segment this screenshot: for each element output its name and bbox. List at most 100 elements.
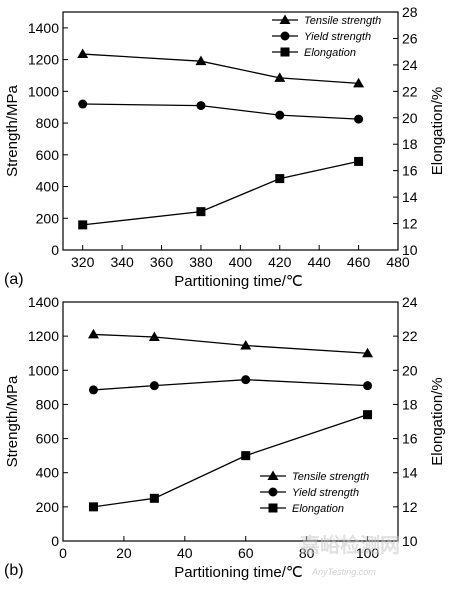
y-right-tick-label: 24 (402, 294, 418, 310)
y-left-tick-label: 400 (36, 465, 60, 481)
data-point-square (149, 493, 159, 503)
y-left-tick-label: 600 (36, 431, 60, 447)
y-left-tick-label: 0 (51, 242, 59, 258)
y-left-tick-label: 1000 (28, 83, 59, 99)
legend: Tensile strength Yield strength Elongation (260, 470, 369, 515)
data-point-triangle (77, 48, 89, 59)
y-left-tick-label: 1200 (28, 52, 59, 68)
y-right-tick-label: 22 (402, 328, 418, 344)
series-line-circle (93, 379, 368, 391)
data-point-square (78, 220, 88, 230)
x-tick-label: 20 (116, 545, 132, 561)
series-line-square (82, 160, 359, 226)
data-point-circle (363, 381, 373, 391)
y-right-tick-label: 16 (402, 431, 418, 447)
y-right-tick-label: 10 (402, 242, 418, 258)
x-tick-label: 400 (229, 254, 253, 270)
y-left-tick-label: 600 (36, 147, 60, 163)
y-left-tick-label: 0 (51, 533, 59, 549)
data-point-triangle (274, 72, 286, 82)
data-point-square (88, 502, 98, 512)
legend-entry: Yield strength (304, 31, 371, 43)
data-point-triangle (87, 328, 99, 339)
x-tick-label: 420 (268, 254, 292, 270)
watermark-subtext: AnyTesting.com (311, 567, 376, 577)
series-line-triangle (93, 333, 368, 354)
y-right-tick-label: 22 (402, 83, 418, 99)
y-left-tick-label: 200 (36, 499, 60, 515)
series-line-triangle (82, 53, 359, 85)
y-right-tick-label: 24 (402, 57, 418, 73)
y-right-tick-label: 18 (402, 396, 418, 412)
y-left-tick-label: 1000 (28, 362, 59, 378)
data-point-triangle (240, 340, 252, 350)
x-tick-label: 60 (238, 545, 254, 561)
y-left-tick-label: 1200 (28, 328, 59, 344)
x-tick-label: 80 (299, 545, 315, 561)
x-tick-label: 340 (110, 254, 134, 270)
y-left-tick-label: 200 (36, 210, 60, 226)
chart-panel-b: 0 20 40 60 80 1000200400600800100012001400101… (4, 294, 446, 581)
plot-frame (62, 301, 399, 542)
panel-label: (b) (4, 562, 24, 579)
y-right-axis-label: Elongation/% (429, 377, 446, 465)
plot-frame (62, 11, 399, 251)
data-point-triangle (148, 331, 160, 341)
y-right-tick-label: 12 (402, 216, 418, 232)
legend-entry: Yield strength (292, 487, 359, 499)
watermark: 嘉峪检测网 AnyTesting.com (299, 533, 400, 577)
legend-entry: Tensile strength (304, 15, 381, 27)
x-tick-label: 380 (189, 254, 213, 270)
legend-marker-triangle (267, 470, 279, 480)
y-left-axis-label: Strength/MPa (4, 375, 21, 467)
data-point-circle (196, 101, 206, 111)
legend-entry: Tensile strength (292, 471, 369, 483)
y-right-tick-label: 20 (402, 362, 418, 378)
y-left-tick-label: 1400 (28, 20, 59, 36)
data-point-square (363, 410, 373, 420)
x-axis-label: Partitioning time/℃ (174, 564, 303, 581)
y-right-tick-label: 16 (402, 163, 418, 179)
y-right-tick-label: 10 (402, 533, 418, 549)
data-point-circle (241, 375, 251, 385)
data-point-circle (88, 385, 98, 395)
y-right-tick-label: 12 (402, 499, 418, 515)
x-tick-label: 320 (71, 254, 95, 270)
series-line-circle (82, 103, 359, 120)
y-left-tick-label: 1400 (28, 294, 59, 310)
y-left-tick-label: 800 (36, 115, 60, 131)
legend-entry: Elongation (292, 503, 344, 515)
x-tick-label: 480 (386, 254, 410, 270)
y-right-tick-label: 26 (402, 30, 418, 46)
x-axis-label: Partitioning time/℃ (174, 273, 303, 290)
data-point-triangle (195, 55, 207, 66)
panel-label: (a) (4, 271, 24, 288)
data-point-square (241, 451, 251, 461)
y-right-tick-label: 14 (402, 189, 418, 205)
data-point-triangle (353, 77, 365, 88)
chart-panel-a: 320 340 360 380 400 420 440 460 480 0 200 400 600 800… (4, 4, 446, 290)
data-point-triangle (362, 347, 374, 358)
y-left-tick-label: 400 (36, 179, 60, 195)
data-point-square (196, 207, 206, 217)
y-left-axis-label: Strength/MPa (4, 84, 21, 176)
legend-marker-triangle (279, 14, 291, 24)
data-point-circle (275, 110, 285, 120)
watermark-text: 嘉峪检测网 (299, 533, 400, 557)
data-point-circle (78, 99, 88, 109)
data-point-square (354, 156, 364, 166)
x-tick-label: 440 (307, 254, 331, 270)
x-tick-label: 0 (59, 545, 67, 561)
legend-marker-square (268, 503, 278, 513)
x-tick-label: 40 (177, 545, 193, 561)
x-tick-label: 100 (356, 545, 380, 561)
data-point-circle (354, 114, 364, 124)
y-left-tick-label: 800 (36, 396, 60, 412)
legend: Tensile strength Yield strength Elongation (272, 14, 381, 59)
legend-marker-circle (280, 31, 290, 41)
x-tick-label: 460 (347, 254, 371, 270)
y-right-tick-label: 20 (402, 110, 418, 126)
legend-entry: Elongation (304, 47, 356, 59)
data-point-circle (149, 381, 159, 391)
